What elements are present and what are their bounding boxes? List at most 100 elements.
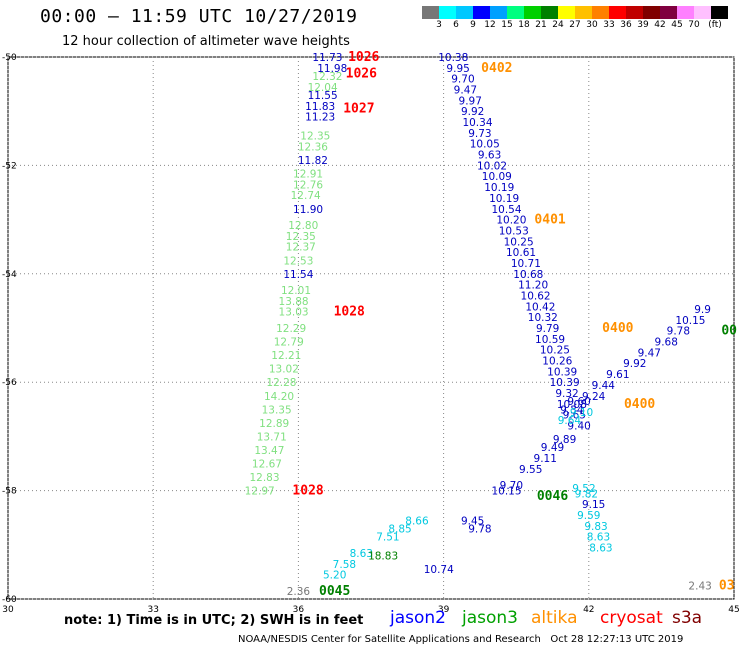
wave-height-value: 9.92 (461, 106, 484, 118)
wave-height-value: 12.28 (266, 377, 296, 389)
wave-height-value: 9.10 (570, 407, 593, 419)
wave-height-value: 13.88 (279, 296, 309, 308)
wave-height-value: 10.59 (535, 334, 565, 346)
colorbar-label: 12 (484, 20, 496, 30)
pass-time-label: 0402 (481, 61, 512, 76)
wave-height-value: 10.25 (540, 345, 570, 357)
colorbar-label: 18 (518, 20, 530, 30)
wave-height-value: 9.89 (553, 434, 576, 446)
wave-height-value: 9.34 (560, 404, 584, 416)
colorbar-swatch (490, 6, 507, 19)
wave-height-value: 11.55 (308, 90, 338, 102)
legend-item-s3a: s3a (672, 608, 703, 628)
wave-height-value: 10.26 (542, 356, 572, 368)
wave-height-value: 9.47 (454, 85, 477, 97)
wave-height-value: 12.36 (298, 141, 328, 153)
wave-height-value: 18.83 (368, 551, 398, 563)
colorbar-label: 15 (501, 20, 513, 30)
pass-time-label: 1028 (334, 305, 365, 320)
wave-height-value: 10.08 (557, 399, 587, 411)
wave-height-value: 9.15 (582, 499, 605, 511)
wave-height-value: 10.05 (470, 139, 500, 151)
wave-height-value: 11.54 (283, 269, 313, 281)
pass-time-label: 0046 (537, 489, 568, 504)
y-tick-label: -54 (2, 270, 17, 280)
wave-height-value: 9.60 (567, 396, 590, 408)
wave-height-value: 2.36 (287, 586, 311, 598)
wave-height-value: 10.39 (550, 377, 580, 389)
wave-height-value: 10.19 (484, 182, 514, 194)
wave-height-value: 10.71 (511, 258, 541, 270)
wave-height-value: 10.38 (438, 52, 468, 64)
wave-height-value: 9.63 (478, 150, 501, 162)
wave-height-value: 9.92 (623, 358, 646, 370)
wave-height-value: 9.59 (577, 510, 600, 522)
wave-height-value: 12.37 (286, 242, 316, 254)
colorbar-swatch (592, 6, 609, 19)
colorbar-swatch (643, 6, 660, 19)
colorbar-swatch (473, 6, 490, 19)
colorbar-label: 27 (569, 20, 581, 30)
x-tick-label: 33 (147, 605, 158, 615)
colorbar-label: 39 (637, 20, 649, 30)
wave-height-value: 10.68 (513, 269, 543, 281)
colorbar-swatch (439, 6, 456, 19)
colorbar-swatch (524, 6, 541, 19)
colorbar-swatch (660, 6, 677, 19)
wave-height-value: 11.82 (298, 155, 328, 167)
wave-height-value: 7.51 (376, 532, 399, 544)
wave-height-value: 12.76 (293, 179, 323, 191)
pass-time-label: 0400 (624, 397, 655, 412)
wave-height-value: 11.20 (518, 280, 548, 292)
wave-height-value: 13.47 (254, 445, 284, 457)
pass-time-label: 1026 (346, 66, 377, 81)
pass-time-label: 00 (721, 324, 737, 339)
wave-height-value: 12.53 (283, 255, 313, 267)
pass-time-label: 1027 (343, 101, 374, 116)
plot-frame (7, 56, 735, 600)
pass-time-label: 0400 (602, 321, 633, 336)
wave-height-value: 9.61 (606, 369, 629, 381)
wave-height-value: 10.74 (424, 564, 454, 576)
wave-height-value: 12.29 (276, 323, 306, 335)
wave-height-value: 10.19 (489, 193, 519, 205)
wave-height-value: 10.15 (675, 315, 705, 327)
footer-credit: NOAA/NESDIS Center for Satellite Applica… (238, 634, 684, 645)
wave-height-value: 10.02 (477, 160, 507, 172)
wave-height-value: 9.73 (468, 128, 491, 140)
wave-height-value: 12.04 (308, 82, 338, 94)
x-tick-label: 30 (2, 605, 14, 615)
colorbar-swatch (609, 6, 626, 19)
wave-height-value: 10.32 (528, 312, 558, 324)
wave-height-value: 11.23 (305, 112, 335, 124)
wave-height-value: 12.89 (259, 418, 289, 430)
wave-height-value: 11.73 (312, 52, 342, 64)
pass-time-label: 0401 (534, 213, 565, 228)
colorbar-swatch (558, 6, 575, 19)
y-tick-label: -60 (2, 595, 17, 605)
y-tick-label: -58 (2, 487, 17, 497)
wave-height-value: 13.71 (257, 431, 287, 443)
x-tick-label: 45 (728, 605, 739, 615)
wave-height-value: 9.24 (582, 391, 606, 403)
y-tick-label: -56 (2, 378, 17, 388)
y-tick-label: -52 (2, 161, 17, 171)
wave-height-value: 12.35 (300, 131, 330, 143)
wave-height-value: 12.91 (293, 169, 323, 181)
wave-height-value: 10.53 (499, 225, 529, 237)
colorbar-label: 33 (603, 20, 615, 30)
wave-height-value: 12.97 (245, 486, 275, 498)
wave-height-value: 8.63 (350, 548, 373, 560)
x-tick-label: 36 (293, 605, 305, 615)
colorbar-label: 9 (470, 20, 476, 30)
wave-height-value: 9.11 (534, 453, 557, 465)
wave-height-value: 9.82 (575, 488, 598, 500)
pass-time-label: 0045 (319, 584, 350, 599)
wave-height-value: 11.98 (317, 63, 347, 75)
wave-height-value: 7.58 (333, 559, 356, 571)
wave-height-value: 9.95 (446, 63, 469, 75)
wave-height-value: 9.70 (500, 480, 523, 492)
colorbar-swatch (626, 6, 643, 19)
wave-height-value: 9.52 (572, 483, 595, 495)
